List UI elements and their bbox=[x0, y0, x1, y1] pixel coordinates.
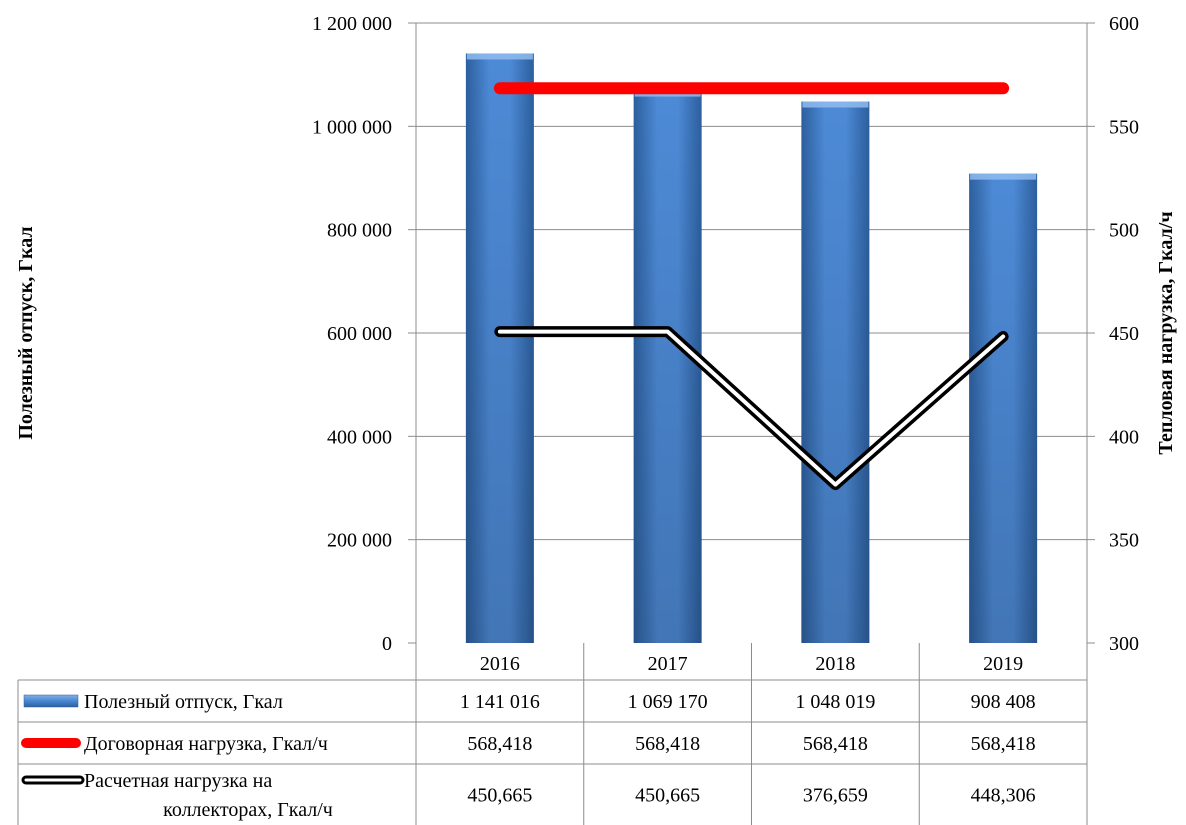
legend-key-bar bbox=[23, 694, 79, 708]
table-value: 568,418 bbox=[635, 733, 700, 755]
table-value: 448,306 bbox=[971, 785, 1036, 807]
table-value: 1 069 170 bbox=[628, 691, 708, 713]
y-tick-label: 200 000 bbox=[327, 530, 392, 552]
bar-top-highlight bbox=[970, 173, 1037, 180]
bar-shade bbox=[801, 101, 870, 644]
legend-label: Полезный отпуск, Гкал bbox=[84, 691, 283, 713]
y2-tick-label: 550 bbox=[1109, 116, 1139, 138]
table-value: 568,418 bbox=[971, 733, 1036, 755]
y-axis-title: Полезный отпуск, Гкал bbox=[15, 226, 37, 439]
bars-series bbox=[465, 53, 1038, 644]
table-value: 568,418 bbox=[803, 733, 868, 755]
table-value: 568,418 bbox=[467, 733, 532, 755]
y-tick-label: 400 000 bbox=[327, 426, 392, 448]
bar-shade bbox=[465, 53, 534, 643]
table-value: 1 048 019 bbox=[795, 691, 875, 713]
line-series bbox=[480, 69, 1023, 491]
table-value: 450,665 bbox=[635, 785, 700, 807]
y-tick-label: 600 000 bbox=[327, 323, 392, 345]
y2-tick-label: 600 bbox=[1109, 13, 1139, 35]
table-value: 376,659 bbox=[803, 785, 868, 807]
y2-tick-label: 400 bbox=[1109, 426, 1139, 448]
bar-shade bbox=[633, 90, 702, 643]
y-tick-label: 800 000 bbox=[327, 220, 392, 242]
data-table: 2016 2017 2018 2019 Полезный отпуск, Гкал 1 1… bbox=[17, 643, 1088, 825]
y2-tick-label: 350 bbox=[1109, 530, 1139, 552]
table-value: 1 141 016 bbox=[460, 691, 540, 713]
table-value: 908 408 bbox=[971, 691, 1036, 713]
category-label: 2019 bbox=[983, 653, 1023, 675]
tick-labels: 0 200 000 400 000 600 000 800 000 1 000 000 1 … bbox=[312, 13, 1139, 655]
axes bbox=[408, 22, 1095, 644]
calculated-load-line-core bbox=[497, 329, 1006, 487]
legend-label-line: коллекторах, Гкал/ч bbox=[163, 799, 333, 821]
category-label: 2018 bbox=[815, 653, 855, 675]
y2-tick-label: 300 bbox=[1109, 633, 1139, 655]
table-value: 450,665 bbox=[467, 785, 532, 807]
category-label: 2016 bbox=[480, 653, 520, 675]
bar-top-highlight bbox=[466, 53, 533, 60]
legend-label: Договорная нагрузка, Гкал/ч bbox=[84, 733, 328, 755]
legend-label-line: Расчетная нагрузка на bbox=[84, 770, 272, 792]
category-label: 2017 bbox=[648, 653, 688, 675]
y-tick-label: 1 200 000 bbox=[312, 13, 392, 35]
y-tick-label: 1 000 000 bbox=[312, 116, 392, 138]
y2-tick-label: 450 bbox=[1109, 323, 1139, 345]
y-tick-label: 0 bbox=[382, 633, 392, 655]
y2-tick-label: 500 bbox=[1109, 220, 1139, 242]
bar-shade bbox=[969, 173, 1038, 643]
y2-axis-title: Тепловая нагрузка, Гкал/ч bbox=[1155, 211, 1177, 454]
